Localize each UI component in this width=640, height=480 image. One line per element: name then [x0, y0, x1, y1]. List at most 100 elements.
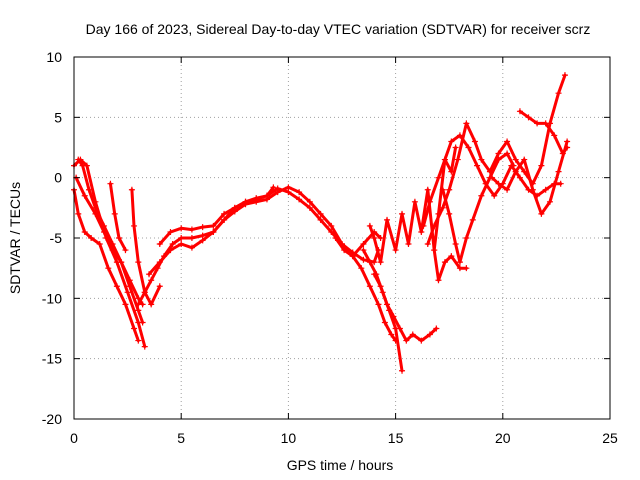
data-point: [559, 150, 566, 157]
data-point: [478, 156, 485, 163]
data-point: [463, 120, 470, 127]
series-sat-l: [371, 271, 440, 344]
data-point: [426, 198, 433, 205]
data-point: [424, 241, 431, 248]
series-line: [72, 158, 147, 349]
data-point: [495, 180, 502, 187]
x-tick-label: 5: [177, 430, 185, 446]
data-point: [122, 247, 129, 254]
y-tick-label: 0: [54, 170, 62, 186]
data-point: [371, 235, 378, 241]
data-point: [555, 90, 562, 97]
x-tick-label: 0: [70, 430, 78, 446]
data-point: [371, 271, 378, 278]
data-point: [139, 319, 146, 326]
data-point: [274, 185, 281, 192]
data-point: [525, 114, 532, 121]
data-point: [92, 204, 99, 211]
data-point: [564, 138, 571, 145]
data-point: [504, 186, 511, 193]
data-point: [124, 289, 131, 296]
data-point: [328, 222, 335, 229]
data-point: [167, 228, 174, 235]
data-point: [420, 222, 427, 229]
data-point: [474, 162, 481, 169]
series-sat-c: [73, 174, 146, 326]
data-point: [384, 216, 391, 223]
data-point: [96, 241, 103, 248]
data-point: [169, 241, 176, 248]
data-point: [107, 180, 114, 187]
series-line: [76, 158, 145, 306]
data-point: [81, 228, 88, 235]
data-point: [431, 247, 438, 254]
data-point: [403, 337, 410, 344]
data-point: [377, 283, 384, 290]
data-point: [188, 226, 195, 233]
data-point: [105, 265, 112, 272]
data-point: [454, 156, 461, 163]
data-point: [221, 210, 228, 217]
y-tick-label: -15: [42, 351, 62, 367]
data-point: [156, 259, 163, 266]
data-point: [253, 195, 260, 202]
data-point: [516, 108, 523, 115]
series-line: [361, 248, 404, 373]
data-point: [118, 259, 125, 266]
data-point: [471, 138, 478, 145]
data-point: [495, 156, 502, 163]
data-point: [456, 132, 463, 139]
data-point: [546, 198, 553, 205]
data-point: [178, 225, 185, 232]
data-point: [296, 189, 303, 196]
data-point: [495, 150, 502, 157]
data-point: [199, 237, 206, 244]
data-point: [270, 184, 277, 191]
x-tick-label: 25: [602, 430, 618, 446]
data-point: [512, 156, 519, 163]
data-point: [263, 192, 270, 199]
data-point: [101, 222, 108, 229]
data-point: [341, 247, 348, 254]
data-point: [210, 228, 217, 235]
data-point: [188, 244, 195, 251]
data-point: [409, 331, 416, 338]
data-point: [135, 259, 142, 266]
data-point: [381, 319, 388, 326]
chart-title: Day 166 of 2023, Sidereal Day-to-day VTE…: [86, 21, 591, 37]
data-point: [521, 156, 528, 163]
data-point: [446, 210, 453, 217]
data-point: [439, 204, 446, 211]
series-sat-e: [107, 180, 129, 254]
data-point: [390, 313, 397, 320]
series-sat-p: [431, 247, 470, 284]
data-point: [448, 253, 455, 260]
data-point: [463, 265, 470, 272]
data-point: [131, 222, 138, 229]
data-point: [88, 235, 95, 241]
data-point: [317, 216, 324, 223]
data-point: [441, 259, 448, 266]
data-point: [328, 228, 335, 235]
data-point: [360, 256, 367, 263]
data-point: [242, 198, 249, 205]
x-tick-label: 15: [388, 430, 404, 446]
series-line: [422, 133, 563, 228]
series-sat-s: [516, 108, 571, 157]
data-point: [366, 222, 373, 229]
data-point: [332, 235, 339, 241]
data-point: [491, 192, 498, 199]
data-point: [75, 210, 82, 217]
data-point: [285, 189, 292, 196]
data-point: [210, 222, 217, 229]
axis-ticks: 0 5 10 15 20 25 -20 -15 -10 -5 0 5 10: [42, 49, 618, 446]
data-point: [156, 283, 163, 290]
data-point: [141, 289, 148, 296]
data-point: [399, 367, 406, 374]
data-point: [199, 224, 206, 231]
data-point: [306, 204, 313, 211]
series-sat-i: [156, 184, 277, 248]
data-point: [317, 210, 324, 217]
data-point: [426, 331, 433, 338]
data-point: [360, 247, 367, 254]
